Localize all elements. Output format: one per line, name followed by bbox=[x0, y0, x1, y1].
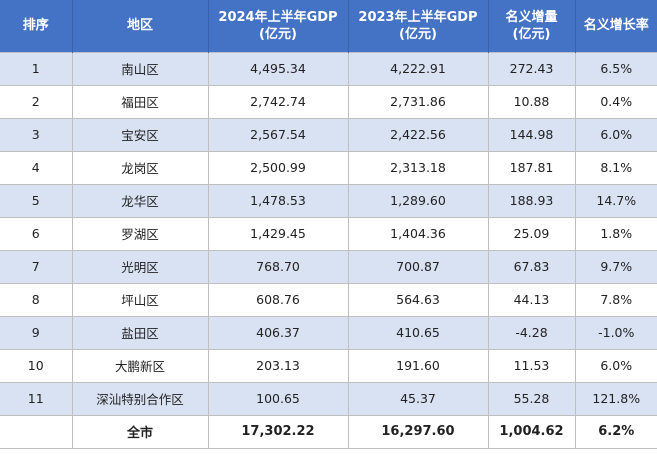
table-row: 2 福田区 2,742.74 2,731.86 10.88 0.4% bbox=[0, 84, 657, 119]
header-increment: 名义增量 (亿元) bbox=[488, 0, 576, 52]
cell-gdp-2023: 2,422.56 bbox=[347, 117, 489, 152]
table-row: 9 盐田区 406.37 410.65 -4.28 -1.0% bbox=[0, 315, 657, 350]
cell-gdp-2023: 564.63 bbox=[347, 282, 489, 317]
header-gdp-2023: 2023年上半年GDP (亿元) bbox=[348, 0, 489, 52]
cell-gdp-2024: 608.76 bbox=[207, 282, 349, 317]
cell-district: 南山区 bbox=[71, 51, 209, 86]
cell-district: 龙华区 bbox=[71, 183, 209, 218]
table-row: 11 深汕特别合作区 100.65 45.37 55.28 121.8% bbox=[0, 381, 657, 416]
cell-gdp-2024: 2,567.54 bbox=[207, 117, 349, 152]
cell-growth-rate: 7.8% bbox=[574, 282, 657, 317]
header-rank: 排序 bbox=[0, 0, 73, 52]
table-body: 1 南山区 4,495.34 4,222.91 272.43 6.5% 2 福田区 2,742.… bbox=[0, 51, 657, 449]
cell-growth-rate: 6.2% bbox=[574, 414, 657, 449]
cell-gdp-2023: 1,289.60 bbox=[347, 183, 489, 218]
cell-growth-rate: 6.0% bbox=[574, 348, 657, 383]
cell-gdp-2023: 45.37 bbox=[347, 381, 489, 416]
cell-growth-rate: -1.0% bbox=[574, 315, 657, 350]
cell-gdp-2024: 203.13 bbox=[207, 348, 349, 383]
cell-gdp-2024: 1,429.45 bbox=[207, 216, 349, 251]
cell-district: 全市 bbox=[71, 414, 209, 449]
cell-increment: 11.53 bbox=[487, 348, 576, 383]
cell-growth-rate: 1.8% bbox=[574, 216, 657, 251]
cell-gdp-2024: 100.65 bbox=[207, 381, 349, 416]
table-row: 3 宝安区 2,567.54 2,422.56 144.98 6.0% bbox=[0, 117, 657, 152]
cell-rank bbox=[0, 414, 73, 449]
cell-increment: 10.88 bbox=[487, 84, 576, 119]
cell-growth-rate: 0.4% bbox=[574, 84, 657, 119]
cell-rank: 11 bbox=[0, 381, 73, 416]
cell-gdp-2023: 700.87 bbox=[347, 249, 489, 284]
cell-increment: 187.81 bbox=[487, 150, 576, 185]
cell-gdp-2024: 2,500.99 bbox=[207, 150, 349, 185]
header-gdp-2024: 2024年上半年GDP (亿元) bbox=[208, 0, 349, 52]
cell-gdp-2023: 191.60 bbox=[347, 348, 489, 383]
gdp-table: 排序 地区 2024年上半年GDP (亿元) 2023年上半年GDP (亿元) 名义增量 (亿… bbox=[0, 0, 657, 449]
cell-increment: 188.93 bbox=[487, 183, 576, 218]
cell-gdp-2023: 2,731.86 bbox=[347, 84, 489, 119]
cell-rank: 3 bbox=[0, 117, 73, 152]
cell-district: 龙岗区 bbox=[71, 150, 209, 185]
header-district: 地区 bbox=[72, 0, 209, 52]
cell-increment: 272.43 bbox=[487, 51, 576, 86]
cell-gdp-2023: 410.65 bbox=[347, 315, 489, 350]
cell-gdp-2024: 4,495.34 bbox=[207, 51, 349, 86]
cell-rank: 8 bbox=[0, 282, 73, 317]
cell-gdp-2023: 2,313.18 bbox=[347, 150, 489, 185]
table-row: 6 罗湖区 1,429.45 1,404.36 25.09 1.8% bbox=[0, 216, 657, 251]
cell-district: 坪山区 bbox=[71, 282, 209, 317]
table-row: 5 龙华区 1,478.53 1,289.60 188.93 14.7% bbox=[0, 183, 657, 218]
cell-rank: 4 bbox=[0, 150, 73, 185]
table-row: 4 龙岗区 2,500.99 2,313.18 187.81 8.1% bbox=[0, 150, 657, 185]
cell-district: 盐田区 bbox=[71, 315, 209, 350]
cell-gdp-2023: 16,297.60 bbox=[347, 414, 489, 449]
total-row: 全市 17,302.22 16,297.60 1,004.62 6.2% bbox=[0, 414, 657, 449]
cell-gdp-2023: 1,404.36 bbox=[347, 216, 489, 251]
table-row: 7 光明区 768.70 700.87 67.83 9.7% bbox=[0, 249, 657, 284]
table-header: 排序 地区 2024年上半年GDP (亿元) 2023年上半年GDP (亿元) 名义增量 (亿… bbox=[0, 0, 657, 52]
cell-district: 深汕特别合作区 bbox=[71, 381, 209, 416]
cell-growth-rate: 8.1% bbox=[574, 150, 657, 185]
cell-district: 大鹏新区 bbox=[71, 348, 209, 383]
cell-gdp-2024: 1,478.53 bbox=[207, 183, 349, 218]
table-row: 8 坪山区 608.76 564.63 44.13 7.8% bbox=[0, 282, 657, 317]
header-row: 排序 地区 2024年上半年GDP (亿元) 2023年上半年GDP (亿元) 名义增量 (亿… bbox=[0, 0, 657, 52]
cell-rank: 2 bbox=[0, 84, 73, 119]
cell-gdp-2024: 2,742.74 bbox=[207, 84, 349, 119]
cell-increment: 25.09 bbox=[487, 216, 576, 251]
cell-growth-rate: 121.8% bbox=[574, 381, 657, 416]
cell-growth-rate: 6.5% bbox=[574, 51, 657, 86]
cell-increment: 1,004.62 bbox=[487, 414, 576, 449]
cell-gdp-2024: 17,302.22 bbox=[207, 414, 349, 449]
header-growth-rate: 名义增长率 bbox=[575, 0, 657, 52]
cell-district: 罗湖区 bbox=[71, 216, 209, 251]
table-row: 10 大鹏新区 203.13 191.60 11.53 6.0% bbox=[0, 348, 657, 383]
cell-rank: 10 bbox=[0, 348, 73, 383]
cell-increment: 44.13 bbox=[487, 282, 576, 317]
cell-gdp-2024: 768.70 bbox=[207, 249, 349, 284]
cell-increment: 67.83 bbox=[487, 249, 576, 284]
cell-rank: 6 bbox=[0, 216, 73, 251]
cell-rank: 7 bbox=[0, 249, 73, 284]
cell-growth-rate: 6.0% bbox=[574, 117, 657, 152]
cell-growth-rate: 9.7% bbox=[574, 249, 657, 284]
cell-rank: 5 bbox=[0, 183, 73, 218]
cell-district: 宝安区 bbox=[71, 117, 209, 152]
cell-growth-rate: 14.7% bbox=[574, 183, 657, 218]
cell-rank: 1 bbox=[0, 51, 73, 86]
cell-district: 福田区 bbox=[71, 84, 209, 119]
cell-rank: 9 bbox=[0, 315, 73, 350]
cell-gdp-2024: 406.37 bbox=[207, 315, 349, 350]
cell-district: 光明区 bbox=[71, 249, 209, 284]
cell-gdp-2023: 4,222.91 bbox=[347, 51, 489, 86]
cell-increment: 144.98 bbox=[487, 117, 576, 152]
cell-increment: -4.28 bbox=[487, 315, 576, 350]
table-row: 1 南山区 4,495.34 4,222.91 272.43 6.5% bbox=[0, 51, 657, 86]
cell-increment: 55.28 bbox=[487, 381, 576, 416]
